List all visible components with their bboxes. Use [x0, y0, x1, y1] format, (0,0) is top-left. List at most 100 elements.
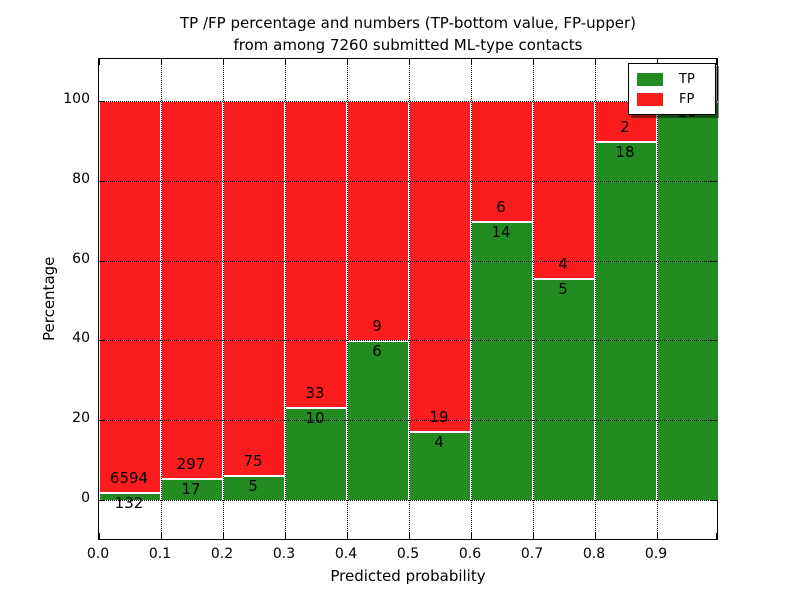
x-gridline: [471, 59, 472, 539]
bar-tp-segment: [471, 220, 533, 500]
x-tick-label: 0.1: [148, 546, 172, 562]
x-axis-label: Predicted probability: [330, 567, 486, 585]
y-tick-mark: [99, 420, 105, 422]
y-tick-mark: [711, 340, 717, 342]
y-gridline: [99, 500, 717, 501]
bar-fp-segment: [347, 101, 409, 341]
x-tick-mark: [595, 533, 596, 539]
x-tick-label: 0.3: [272, 546, 296, 562]
x-tick-mark: [716, 59, 717, 65]
fp-count-label: 19: [429, 407, 449, 426]
x-gridline: [285, 59, 286, 539]
y-tick-mark: [99, 260, 105, 262]
x-gridline: [595, 59, 596, 539]
y-tick-label: 100: [63, 91, 90, 107]
x-tick-label: 0.4: [334, 546, 358, 562]
x-tick-label: 0.8: [582, 546, 606, 562]
y-tick-label: 0: [81, 490, 90, 506]
x-tick-label: 0.6: [458, 546, 482, 562]
x-tick-mark: [533, 59, 534, 65]
x-tick-label: 0.7: [520, 546, 544, 562]
y-tick-mark: [711, 420, 717, 422]
x-gridline: [533, 59, 534, 539]
plot-area: [98, 58, 719, 540]
bar-tp-segment: [285, 407, 347, 500]
tp-count-label: 5: [558, 280, 568, 299]
x-tick-mark: [161, 533, 162, 539]
x-tick-mark: [595, 59, 596, 65]
x-gridline: [223, 59, 224, 539]
x-gridline: [409, 59, 410, 539]
x-tick-mark: [285, 533, 286, 539]
bar-fp-segment: [533, 101, 595, 279]
fp-swatch-icon: [637, 92, 663, 106]
legend-label-fp: FP: [679, 91, 695, 107]
y-gridline: [99, 101, 717, 102]
y-tick-mark: [711, 180, 717, 182]
chart-title-line2: from among 7260 submitted ML-type contac…: [233, 36, 583, 54]
tp-count-label: 17: [181, 480, 201, 499]
y-gridline: [99, 340, 717, 342]
legend: TP FP: [628, 63, 716, 115]
fp-count-label: 9: [372, 317, 382, 336]
y-tick-label: 40: [72, 330, 90, 347]
x-tick-mark: [657, 533, 658, 539]
x-tick-mark: [223, 533, 224, 539]
x-tick-mark: [347, 533, 348, 539]
x-tick-mark: [533, 533, 534, 539]
y-gridline: [99, 260, 717, 262]
tp-count-label: 5: [248, 477, 258, 496]
x-tick-mark: [99, 533, 100, 539]
y-gridline: [99, 180, 717, 182]
fp-count-label: 297: [176, 455, 206, 474]
x-tick-mark: [285, 59, 286, 65]
tp-count-label: 14: [491, 222, 511, 241]
fp-count-label: 4: [558, 255, 568, 274]
chart-title: TP /FP percentage and numbers (TP-bottom…: [98, 12, 718, 56]
bar-fp-segment: [99, 101, 161, 493]
bar-fp-segment: [223, 101, 285, 476]
x-tick-mark: [99, 59, 100, 65]
y-tick-label: 80: [72, 170, 90, 187]
x-tick-label: 0.5: [396, 546, 420, 562]
bar-fp-segment: [161, 101, 223, 479]
x-tick-mark: [409, 59, 410, 65]
fp-count-label: 75: [243, 452, 263, 471]
legend-item-fp: FP: [637, 89, 707, 109]
legend-label-tp: TP: [679, 71, 695, 87]
y-tick-label: 60: [72, 250, 90, 267]
y-tick-mark: [99, 500, 105, 501]
fp-count-label: 6: [496, 197, 506, 216]
bar-tp-segment: [409, 430, 471, 500]
fp-count-label: 6594: [109, 469, 149, 488]
tp-count-label: 132: [114, 494, 144, 513]
y-tick-mark: [99, 101, 105, 102]
legend-item-tp: TP: [637, 69, 707, 89]
x-tick-label: 0.2: [210, 546, 234, 562]
x-tick-mark: [409, 533, 410, 539]
y-tick-mark: [711, 500, 717, 501]
tp-swatch-icon: [637, 72, 663, 86]
y-gridline: [99, 420, 717, 422]
y-tick-mark: [99, 180, 105, 182]
x-tick-mark: [471, 533, 472, 539]
x-tick-mark: [161, 59, 162, 65]
x-tick-mark: [223, 59, 224, 65]
x-gridline: [657, 59, 658, 539]
y-tick-label: 20: [72, 410, 90, 427]
x-tick-mark: [347, 59, 348, 65]
x-gridline: [347, 59, 348, 539]
bar-tp-segment: [99, 492, 161, 500]
bar-tp-segment: [595, 140, 657, 500]
tp-count-label: 18: [615, 142, 635, 161]
bar-tp-segment: [657, 101, 719, 500]
y-tick-mark: [711, 260, 717, 262]
tp-count-label: 6: [372, 342, 382, 361]
bar-fp-segment: [409, 101, 471, 431]
tp-count-label: 10: [305, 409, 325, 428]
x-gridline: [161, 59, 162, 539]
chart-title-line1: TP /FP percentage and numbers (TP-bottom…: [180, 14, 636, 32]
fp-count-label: 2: [620, 117, 630, 136]
bar-tp-segment: [533, 278, 595, 500]
